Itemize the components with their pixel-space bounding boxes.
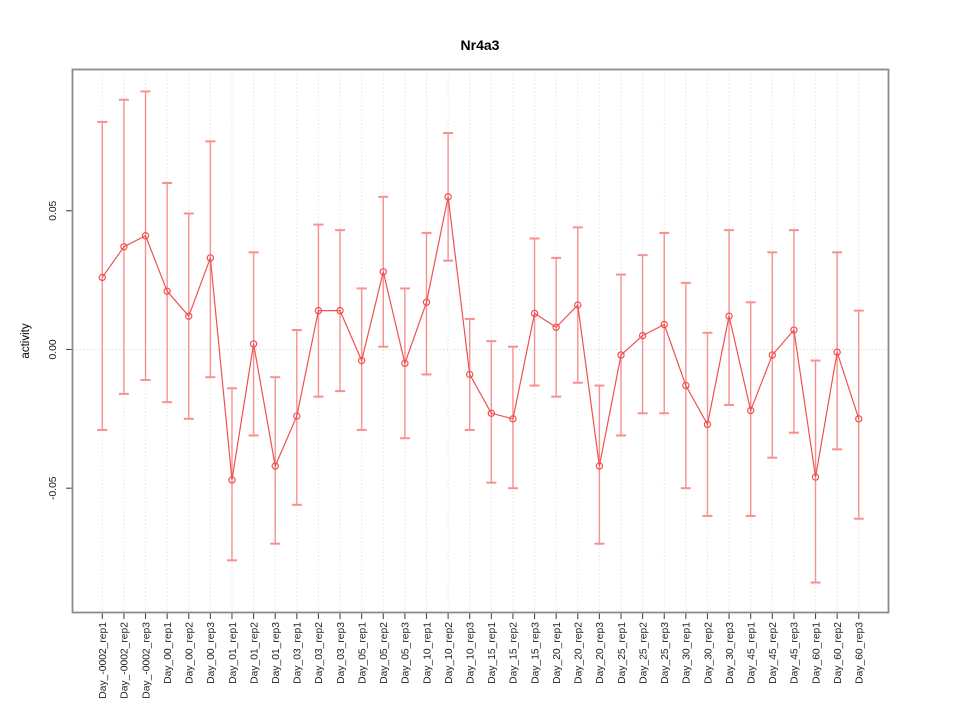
data-point [746,406,755,415]
x-tick-label: Day_45_rep1 [746,622,757,684]
x-tick-label: Day_-0002_rep2 [120,622,131,699]
data-point [206,254,215,262]
data-point [703,420,712,429]
x-tick-label: Day_10_rep1 [422,622,433,684]
data-point [314,306,323,315]
x-tick-label: Day_60_rep2 [833,622,844,684]
x-tick-label: Day_60_rep3 [855,622,866,684]
data-point [98,273,107,282]
data-point [638,331,647,340]
data-point [185,312,193,320]
data-point [768,351,777,359]
x-tick-label: Day_03_rep1 [293,622,304,684]
data-line [101,196,860,480]
x-tick-label: Day_20_rep2 [574,622,585,684]
x-tick-label: Day_15_rep2 [509,622,520,684]
data-point [379,268,387,276]
plot-frame [71,68,890,614]
data-point [509,415,517,423]
y-tick-label: -0.05 [48,476,59,500]
x-tick-label: Day_20_rep3 [595,622,606,684]
x-tick-label: Day_01_rep2 [249,622,260,684]
data-point [811,473,820,481]
x-tick-label: Day_00_rep1 [163,622,174,684]
data-point [530,309,539,318]
data-point [163,287,171,295]
x-tick-label: Day_25_rep3 [660,622,671,684]
data-point [141,232,150,240]
x-tick-label: Day_15_rep1 [487,622,498,684]
x-tick-label: Day_10_rep2 [444,622,455,684]
data-point [574,301,582,309]
x-tick-label: Day_30_rep3 [725,622,736,684]
data-point [725,312,733,320]
x-tick-label: Day_45_rep3 [790,622,801,684]
data-point [855,415,863,423]
data-point [271,462,279,470]
data-point [552,323,560,331]
x-tick-label: Day_05_rep1 [357,622,368,684]
data-point [336,306,344,315]
x-tick-label: Day_00_rep3 [206,622,217,684]
data-point [790,326,798,334]
x-tick-label: Day_05_rep2 [379,622,390,684]
x-tick-label: Day_30_rep2 [703,622,714,684]
x-tick-label: Day_25_rep2 [638,622,649,684]
chart-title: Nr4a3 [460,37,500,53]
x-tick-label: Day_00_rep2 [185,622,196,684]
x-tick-label: Day_25_rep1 [617,622,628,684]
data-point [833,348,841,356]
data-point [228,476,236,484]
data-point [682,381,690,390]
data-point [249,340,258,348]
data-point [487,409,496,417]
x-tick-label: Day_03_rep2 [314,622,325,684]
y-tick-label: 0.00 [48,339,59,359]
y-tick-label: 0.05 [48,200,59,220]
x-tick-label: Day_-0002_rep1 [98,622,109,699]
x-tick-label: Day_05_rep3 [401,622,412,684]
x-tick-label: Day_-0002_rep3 [141,622,152,699]
x-tick-label: Day_10_rep3 [466,622,477,684]
x-tick-label: Day_20_rep1 [552,622,563,684]
data-point [660,320,668,329]
x-tick-label: Day_01_rep3 [271,622,282,684]
data-point [422,298,431,306]
x-tick-label: Day_15_rep3 [530,622,541,684]
x-tick-label: Day_01_rep1 [228,622,239,684]
data-point [595,462,604,470]
data-point [120,243,128,251]
x-tick-label: Day_30_rep1 [682,622,693,684]
x-tick-label: Day_03_rep3 [336,622,347,684]
data-point [401,359,409,368]
data-point [617,351,625,359]
data-point [357,356,366,365]
data-point [466,370,474,379]
x-tick-label: Day_45_rep2 [768,622,779,684]
data-point [293,412,301,420]
data-point [444,193,452,201]
x-tick-label: Day_60_rep1 [811,622,822,684]
